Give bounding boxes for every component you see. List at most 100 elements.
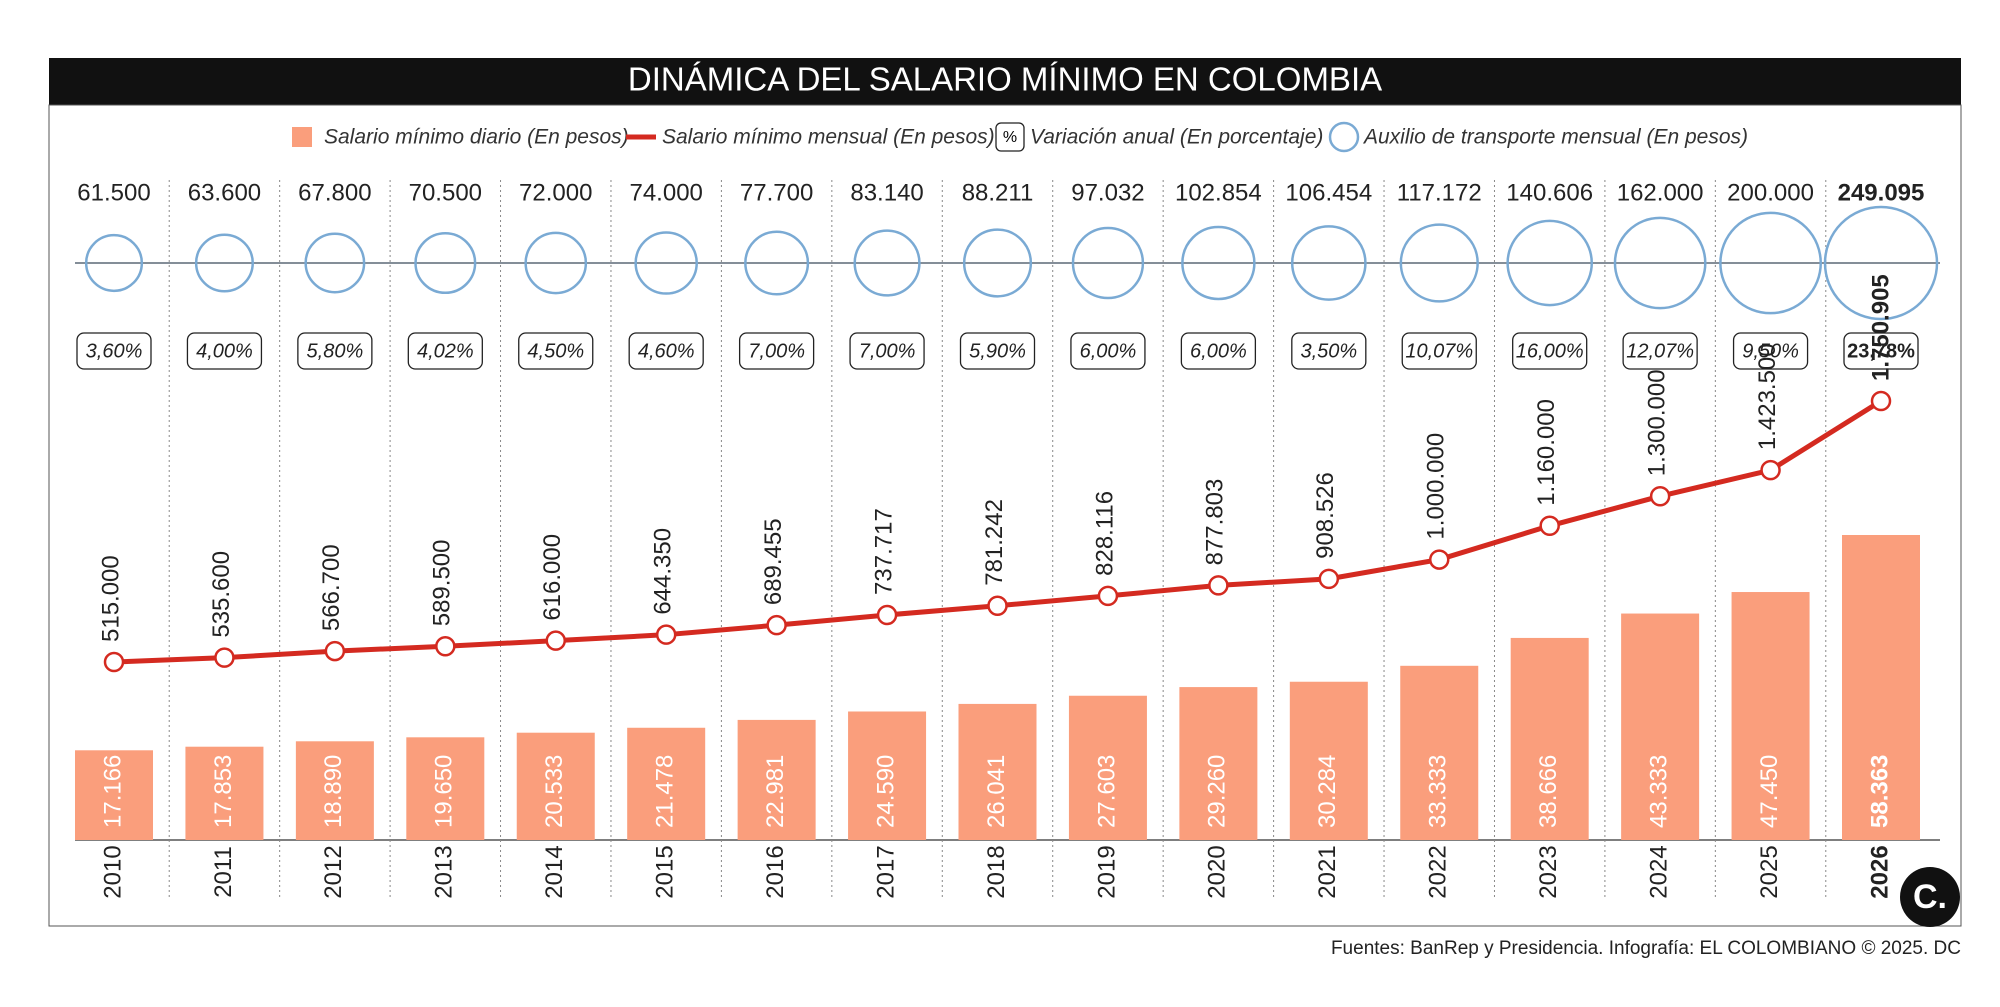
bar [516, 732, 595, 840]
line-label: 1.300.000 [1643, 369, 1670, 476]
pct-box [76, 332, 152, 370]
line-point [103, 651, 125, 673]
x-tick-label: 2023 [1535, 845, 1562, 898]
x-tick-label: 2013 [431, 845, 458, 898]
line-point [435, 636, 456, 657]
bubble [1719, 211, 1822, 315]
legend-swatch [995, 122, 1025, 152]
line-point [1539, 515, 1560, 537]
line-label: 616.000 [539, 534, 566, 621]
pct-box [628, 332, 704, 370]
x-tick-label: 2014 [541, 845, 568, 898]
pct-label: 4,02% [417, 340, 474, 362]
pct-box [1843, 332, 1919, 370]
bar [1731, 592, 1810, 840]
bubble-label: 74.000 [629, 179, 702, 206]
pct-label: 9,50% [1742, 340, 1799, 362]
line-label: 737.717 [870, 508, 897, 595]
legend-swatch [292, 127, 312, 147]
source: Fuentes: BanRep y Presidencia. Infografí… [1331, 938, 1961, 959]
line-label: 908.526 [1312, 472, 1339, 559]
line-point [1870, 390, 1892, 412]
pct-label: 3,60% [86, 340, 143, 362]
pct-label: 7,00% [859, 340, 916, 362]
line-point [1649, 485, 1671, 507]
bar-label: 27.603 [1093, 755, 1120, 828]
x-tick-label: 2017 [872, 845, 899, 898]
bar-label: 47.450 [1756, 755, 1783, 828]
pct-box [1070, 332, 1146, 370]
bubble-label: 63.600 [188, 179, 261, 206]
line-label: 828.116 [1091, 491, 1118, 576]
bar [1068, 695, 1147, 840]
pct-label: 4,00% [196, 340, 253, 362]
pct-box [1622, 332, 1698, 370]
pct-label: 5,80% [307, 340, 364, 362]
pct-label: 12,07% [1626, 340, 1694, 362]
pct-box [518, 332, 594, 370]
line-label: 644.350 [650, 528, 677, 615]
bubble-label: 249.095 [1838, 179, 1925, 206]
pct-label: 7,00% [748, 340, 805, 362]
line-point [766, 614, 787, 636]
bar-label: 18.890 [320, 755, 347, 828]
bar-label: 38.666 [1535, 755, 1562, 828]
line-point [324, 640, 346, 662]
bubble [194, 233, 254, 293]
line-point [1097, 585, 1119, 607]
bar-label: 58.363 [1866, 755, 1893, 828]
bar-label: 20.533 [541, 755, 568, 828]
pct-label: 4,50% [527, 340, 584, 362]
bubble [1613, 216, 1707, 310]
bubble-label: 77.700 [740, 179, 813, 206]
bubble [1506, 219, 1594, 307]
line-label: 781.242 [981, 499, 1008, 586]
x-tick-label: 2016 [762, 845, 789, 898]
pct-label: 6,00% [1190, 340, 1247, 362]
logo [1900, 867, 1960, 927]
line-label: 1.750.905 [1867, 274, 1894, 381]
pct-box [297, 332, 373, 370]
bar-label: 33.333 [1425, 755, 1452, 828]
pct-label: 10,07% [1405, 340, 1473, 362]
bar-label: 26.041 [983, 755, 1010, 828]
legend-swatch [1328, 121, 1360, 153]
legend-label: Variación anual (En porcentaje) [1030, 126, 1323, 149]
bar-label: 30.284 [1314, 755, 1341, 828]
bubble-label: 61.500 [77, 179, 150, 206]
pct-label: 5,90% [969, 340, 1026, 362]
bar-label: 24.590 [872, 755, 899, 828]
bubble-label: 67.800 [298, 179, 371, 206]
pct-label: 6,00% [1080, 340, 1137, 362]
bubble-label: 83.140 [850, 179, 923, 206]
bubble-label: 88.211 [962, 179, 1034, 206]
bar [737, 719, 816, 840]
bar [1842, 535, 1920, 840]
pct-box [849, 332, 925, 370]
bubble [744, 230, 810, 296]
line-point [1208, 575, 1229, 596]
pct-box [1732, 332, 1809, 370]
bubble-label: 70.500 [409, 179, 482, 206]
bubble-label: 102.854 [1175, 179, 1262, 206]
bar [1179, 687, 1258, 840]
bubble-label: 72.000 [519, 179, 592, 206]
bubble-label: 97.032 [1071, 179, 1144, 206]
pct-label: 3,50% [1300, 340, 1357, 362]
bubble [84, 233, 144, 293]
line-label: 589.500 [429, 540, 456, 627]
bar [1510, 637, 1589, 840]
line-label: 515.000 [97, 555, 124, 642]
pct-box [1512, 332, 1588, 370]
x-tick-label: 2010 [99, 845, 126, 898]
x-tick-label: 2015 [652, 845, 679, 898]
frame [48, 104, 1962, 927]
legend-label: Auxilio de transporte mensual (En pesos) [1362, 126, 1748, 149]
bubble [853, 229, 921, 297]
pct-box [959, 332, 1036, 370]
title-bar [49, 58, 1961, 105]
pct-box [1291, 332, 1367, 370]
bar [1621, 613, 1700, 840]
pct-box [1180, 332, 1257, 370]
